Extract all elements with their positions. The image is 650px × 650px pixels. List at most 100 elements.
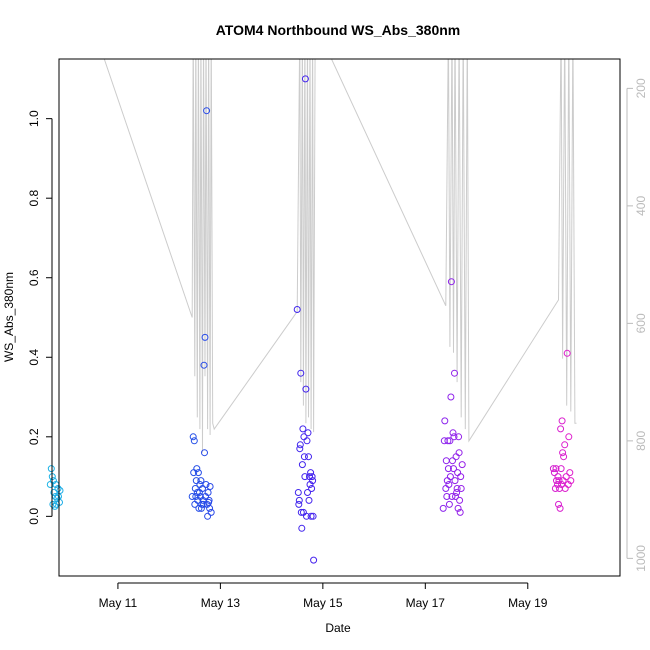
data-point (450, 465, 457, 473)
data-point (565, 433, 573, 441)
data-point (447, 278, 455, 286)
data-point (557, 465, 565, 473)
data-point (562, 473, 570, 481)
right-axis-tick-label: 800 (634, 431, 648, 451)
data-point (551, 485, 559, 492)
data-point (444, 437, 452, 445)
right-axis-tick-label: 1000 (634, 545, 648, 572)
data-point (456, 496, 464, 504)
right-axis: 200 400 600 800 1000 (626, 78, 648, 572)
data-point (561, 441, 569, 449)
data-point (457, 485, 465, 492)
data-point (296, 441, 304, 449)
data-point (206, 483, 214, 490)
x-tick-label: May 15 (303, 596, 343, 610)
data-point (445, 500, 453, 508)
data-point (309, 512, 317, 520)
right-axis-trace-layer (103, 59, 577, 453)
data-point (556, 504, 564, 512)
data-point (300, 453, 308, 461)
trace-line (103, 59, 577, 453)
data-point (558, 481, 566, 488)
data-point (204, 489, 212, 496)
data-point (567, 477, 575, 485)
data-point (555, 500, 562, 508)
data-point (442, 485, 450, 492)
y-tick-label: 0.0 (27, 508, 41, 525)
data-point (441, 417, 449, 425)
data-point (194, 469, 202, 477)
data-point (443, 493, 451, 500)
data-point (297, 508, 305, 516)
data-point (307, 512, 315, 520)
data-point (309, 477, 317, 485)
data-point (446, 473, 454, 481)
data-point (304, 489, 311, 496)
y-tick-label: 0.4 (27, 349, 41, 366)
x-axis: May 11 May 13 May 15 May 17 May 19 (99, 582, 548, 610)
data-point (452, 493, 459, 500)
data-point (201, 333, 209, 341)
data-point (197, 477, 205, 485)
data-point (295, 500, 303, 508)
data-point (454, 469, 462, 477)
data-point (297, 369, 305, 377)
data-point (559, 477, 567, 485)
y-tick-label: 1.0 (27, 110, 41, 127)
data-point (207, 508, 215, 516)
data-point (559, 449, 567, 457)
data-point (192, 477, 200, 485)
data-point (458, 461, 466, 469)
data-point (451, 477, 459, 485)
data-point (452, 453, 460, 461)
data-point (449, 457, 456, 465)
data-point (449, 429, 457, 437)
data-point (302, 385, 310, 393)
data-point (303, 437, 311, 445)
data-point (50, 489, 58, 496)
data-point (456, 508, 464, 516)
data-point (304, 429, 312, 437)
chart-title: ATOM4 Northbound WS_Abs_380nm (216, 22, 461, 38)
data-point (192, 493, 200, 500)
data-point (202, 481, 210, 488)
data-point (448, 493, 456, 500)
data-point (191, 485, 199, 492)
data-point (193, 465, 201, 473)
data-point (188, 493, 196, 500)
data-point (446, 437, 454, 445)
data-point (199, 485, 206, 492)
data-point (453, 489, 461, 496)
data-point (305, 496, 313, 504)
y-tick-label: 0.6 (27, 269, 41, 286)
data-point (560, 453, 568, 461)
y-axis: 0.0 0.2 0.4 0.6 0.8 1.0 (27, 110, 53, 525)
right-axis-tick-label: 400 (634, 196, 648, 216)
data-point (301, 473, 309, 481)
data-point (197, 504, 205, 512)
y-axis-label: WS_Abs_380nm (2, 272, 16, 362)
data-point (200, 361, 208, 369)
data-point (451, 369, 458, 377)
data-point (455, 449, 463, 457)
x-axis-label: Date (325, 621, 351, 635)
data-point (549, 465, 557, 473)
data-point (457, 473, 465, 481)
x-tick-label: May 19 (508, 596, 548, 610)
data-point (190, 437, 198, 445)
data-point (49, 500, 57, 508)
data-point (298, 524, 306, 532)
data-point (445, 481, 453, 488)
data-point (455, 433, 463, 441)
data-point (442, 457, 450, 465)
data-point (294, 489, 302, 496)
plot-frame (58, 58, 621, 577)
data-point (47, 465, 55, 473)
right-axis-tick-label: 600 (634, 313, 648, 333)
data-point (189, 433, 197, 441)
data-point (552, 465, 560, 473)
data-point (203, 107, 211, 115)
data-point (454, 504, 462, 512)
data-point (443, 477, 451, 485)
data-point (293, 306, 301, 313)
